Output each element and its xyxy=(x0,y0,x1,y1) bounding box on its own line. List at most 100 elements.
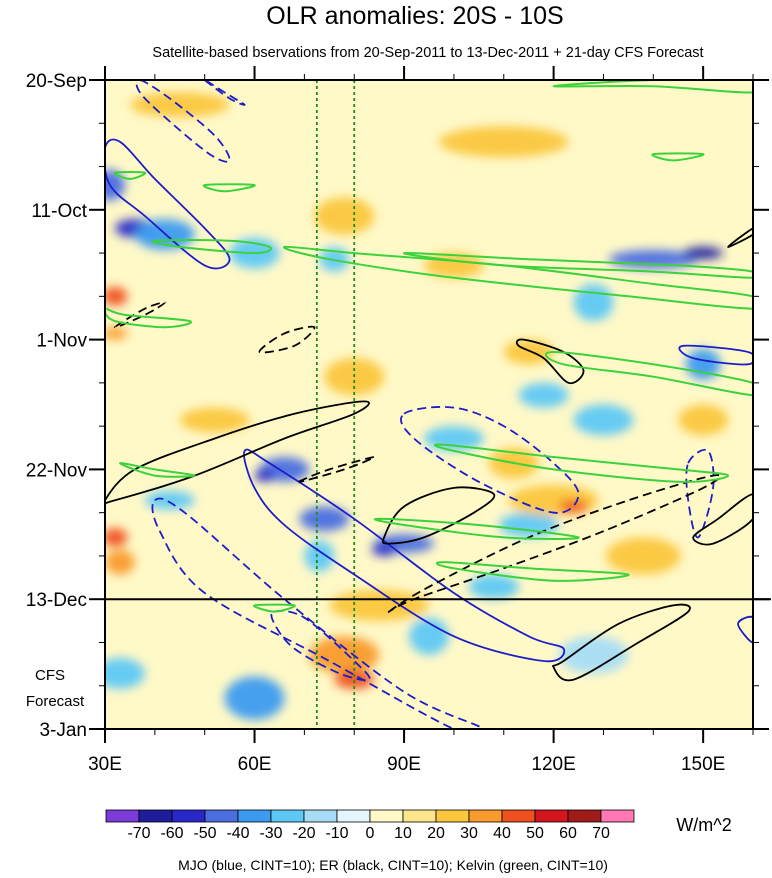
y-axis: 20-Sep 11-Oct 1-Nov 22-Nov 13-Dec 3-Jan xyxy=(26,71,769,741)
anomaly-patch xyxy=(314,197,375,235)
anomaly-patch xyxy=(409,617,449,655)
mjo-contour xyxy=(400,406,580,514)
colorbar-label: 60 xyxy=(559,825,577,842)
er-contour xyxy=(114,301,166,329)
colorbar-label: -20 xyxy=(292,825,315,842)
plot-area: 20-Sep 11-Oct 1-Nov 22-Nov 13-Dec 3-Jan 30E 60… xyxy=(26,66,771,775)
mjo-contour xyxy=(678,344,753,366)
anomaly-patch xyxy=(179,407,250,433)
anomaly-patch xyxy=(678,404,729,436)
colorbar-label: 30 xyxy=(460,825,478,842)
x-tick-label: 90E xyxy=(387,754,421,775)
x-axis: 30E 60E 90E 120E 150E xyxy=(88,66,754,775)
mjo-contour xyxy=(243,448,566,663)
kelvin-contour xyxy=(435,561,630,582)
anomaly-patch xyxy=(573,283,614,322)
colorbar-swatch xyxy=(501,809,536,823)
colorbar-label: 10 xyxy=(394,825,412,842)
er-contour xyxy=(692,493,753,546)
anomaly-patch xyxy=(685,348,721,380)
anomaly-patch xyxy=(468,574,519,600)
mjo-contour xyxy=(203,80,246,106)
mjo-contour xyxy=(135,80,231,163)
x-tick-label: 150E xyxy=(681,754,725,775)
forecast-label-line1: CFS xyxy=(35,667,65,684)
kelvin-contour xyxy=(202,183,256,193)
kelvin-contour xyxy=(544,351,753,397)
mjo-contour xyxy=(105,138,231,270)
mjo-contour xyxy=(151,497,486,729)
plot-frame xyxy=(104,79,754,730)
colorbar-swatch xyxy=(567,809,602,823)
anomaly-patch xyxy=(304,540,335,572)
colorbar-swatch xyxy=(303,809,338,823)
er-contour xyxy=(552,603,691,682)
chart-subtitle: Satellite-based bservations from 20-Sep-… xyxy=(152,45,703,61)
colorbar-label: 50 xyxy=(526,825,544,842)
y-tick-label: 1-Nov xyxy=(36,331,87,352)
y-tick-label: 11-Oct xyxy=(31,201,87,222)
anomaly-patch xyxy=(105,549,135,575)
anomaly-patch xyxy=(558,500,589,513)
colorbar-swatch xyxy=(204,809,239,823)
er-contour xyxy=(381,486,496,545)
er-contour xyxy=(727,227,753,248)
anomaly-patch xyxy=(683,246,724,260)
kelvin-contour xyxy=(113,170,147,180)
anomaly-patch xyxy=(558,636,629,674)
wave-legend-annotation: MJO (blue, CINT=10); ER (black, CINT=10)… xyxy=(178,857,608,873)
er-contour xyxy=(105,400,370,505)
colorbar-label: -70 xyxy=(127,825,150,842)
anomaly-patch xyxy=(105,327,128,340)
anomaly-patch xyxy=(518,382,569,408)
colorbar-swatch xyxy=(105,809,140,823)
y-tick-label: 3-Jan xyxy=(39,720,87,741)
anomaly-patch xyxy=(254,469,275,482)
er-contour xyxy=(298,456,376,483)
er-contour xyxy=(387,474,722,613)
colorbar-label: 40 xyxy=(493,825,511,842)
colorbar-label: -50 xyxy=(193,825,216,842)
anomaly-patch xyxy=(503,339,554,365)
colorbar-swatch xyxy=(138,809,173,823)
kelvin-contour xyxy=(373,517,580,540)
anomaly-patch xyxy=(508,484,599,516)
kelvin-contour xyxy=(433,443,730,483)
colorbar-label: -40 xyxy=(226,825,249,842)
y-tick-label: 22-Nov xyxy=(26,460,88,481)
colorbar-label: 70 xyxy=(592,825,610,842)
anomaly-patch xyxy=(105,528,128,547)
anomaly-patch xyxy=(105,287,128,306)
colorbar-swatch xyxy=(171,809,206,823)
mjo-contour xyxy=(737,615,753,644)
anomaly-patch xyxy=(438,126,569,158)
colorbar-swatch xyxy=(534,809,569,823)
guide-lines xyxy=(315,80,356,729)
wave-contour-layer xyxy=(105,80,753,729)
er-contour xyxy=(515,338,585,385)
kelvin-contour xyxy=(253,603,296,613)
anomaly-patch xyxy=(605,537,681,575)
anomaly-patch xyxy=(144,491,195,510)
colorbar-label: -10 xyxy=(325,825,348,842)
x-tick-label: 30E xyxy=(88,754,122,775)
kelvin-contour xyxy=(119,462,196,478)
kelvin-contour xyxy=(651,152,705,162)
er-contour xyxy=(258,325,316,354)
colorbar-label: 20 xyxy=(427,825,445,842)
x-tick-label: 120E xyxy=(531,754,575,775)
anomaly-patch xyxy=(129,92,230,118)
colorbar-swatch xyxy=(237,809,272,823)
anomaly-patch xyxy=(371,543,397,556)
colorbar-swatch xyxy=(402,809,437,823)
y-tick-label: 20-Sep xyxy=(26,71,87,92)
anomaly-patch xyxy=(299,506,350,532)
mjo-contour xyxy=(270,609,371,682)
colorbar-label: -60 xyxy=(160,825,183,842)
anomaly-patch xyxy=(105,657,145,689)
mjo-contour xyxy=(685,448,715,539)
colorbar-swatch xyxy=(270,809,305,823)
anomaly-patch xyxy=(573,404,634,436)
colorbar-label: -30 xyxy=(259,825,282,842)
